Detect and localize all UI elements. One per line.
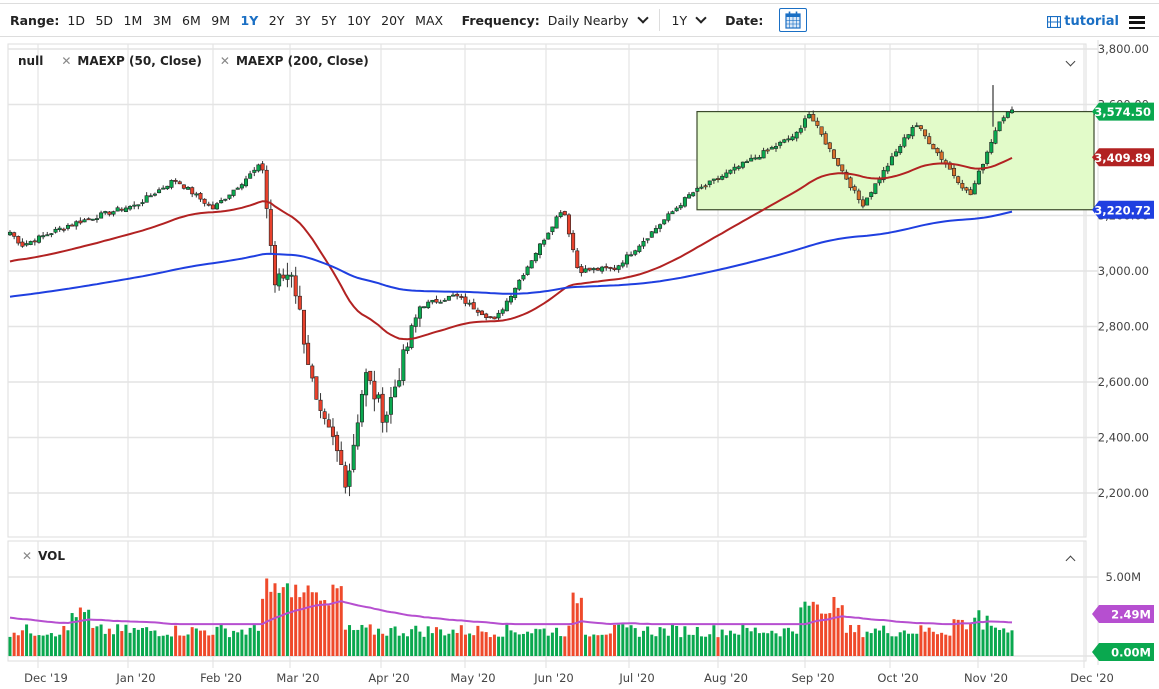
range-1y[interactable]: 1Y <box>240 12 259 28</box>
svg-text:2.49M: 2.49M <box>1111 608 1151 622</box>
toolbar: Range: 1D 5D 1M 3M 6M 9M 1Y 2Y 3Y 5Y 10Y 20Y MAX Fre… <box>0 3 1159 37</box>
frequency-value[interactable]: Daily Nearby <box>547 12 629 28</box>
range-10y[interactable]: 10Y <box>347 12 371 28</box>
y-tick-label: 2,600.00 <box>1098 375 1149 389</box>
period-value[interactable]: 1Y <box>671 12 688 28</box>
svg-text:3,220.72: 3,220.72 <box>1094 203 1151 217</box>
volume-legend: ✕ VOL <box>22 549 65 563</box>
volume-bars <box>8 578 1014 656</box>
range-max[interactable]: MAX <box>415 12 444 28</box>
y-tick-label: 2,400.00 <box>1098 431 1149 445</box>
x-tick-label: Jan '20 <box>115 671 155 685</box>
x-tick-label: Dec '19 <box>24 671 68 685</box>
range-5y[interactable]: 5Y <box>320 12 337 28</box>
price-tag-0: 3,574.50 <box>1092 102 1154 121</box>
volume-label: VOL <box>38 549 65 563</box>
tutorial-link[interactable]: tutorial <box>1047 14 1119 29</box>
frequency-label: Frequency: <box>461 12 540 28</box>
x-tick-label: Apr '20 <box>368 671 409 685</box>
x-tick-label: Aug '20 <box>704 671 748 685</box>
range-1m[interactable]: 1M <box>123 12 143 28</box>
main-panel <box>7 43 1087 538</box>
x-tick-label: Oct '20 <box>877 671 918 685</box>
period-selector[interactable]: 1Y <box>671 12 707 28</box>
range-2y[interactable]: 2Y <box>268 12 285 28</box>
legend-ma50[interactable]: ✕ MAEXP (50, Close) <box>61 54 202 68</box>
range-rectangle-annotation[interactable] <box>696 110 1095 211</box>
x-tick-label: Nov '20 <box>964 671 1008 685</box>
range-3y[interactable]: 3Y <box>294 12 311 28</box>
range-label: Range: <box>10 12 60 28</box>
volume-panel <box>7 540 1087 662</box>
volume-last-tag: 0.00M <box>1092 643 1154 661</box>
range-5d[interactable]: 5D <box>95 12 114 28</box>
close-icon[interactable]: ✕ <box>219 54 230 68</box>
close-icon[interactable]: ✕ <box>61 54 72 68</box>
candles <box>8 106 1014 497</box>
x-tick-label: Jun '20 <box>533 671 573 685</box>
chart-legend: null ✕ MAEXP (50, Close) ✕ MAEXP (200, Clo… <box>18 54 387 68</box>
ema-50-line <box>9 157 1013 341</box>
close-icon[interactable]: ✕ <box>22 549 33 563</box>
svg-text:3,409.89: 3,409.89 <box>1094 151 1151 165</box>
legend-ma200[interactable]: ✕ MAEXP (200, Close) <box>219 54 369 68</box>
x-tick-label: Jul '20 <box>618 671 654 685</box>
svg-text:3,574.50: 3,574.50 <box>1094 105 1151 119</box>
price-tag-1: 3,409.89 <box>1092 148 1154 167</box>
volume-ma-tag: 2.49M <box>1092 605 1154 623</box>
range-3m[interactable]: 3M <box>152 12 172 28</box>
range-9m[interactable]: 9M <box>211 12 231 28</box>
x-tick-label: Mar '20 <box>276 671 319 685</box>
svg-text:0.00M: 0.00M <box>1111 646 1151 660</box>
date-picker: Date: <box>725 8 808 32</box>
price-tag-2: 3,220.72 <box>1092 200 1154 219</box>
date-label: Date: <box>725 12 764 28</box>
tutorial-label[interactable]: tutorial <box>1064 14 1119 29</box>
legend-symbol: null <box>18 54 44 68</box>
frequency-selector[interactable]: Frequency: Daily Nearby <box>461 12 649 28</box>
x-tick-label: Feb '20 <box>200 671 242 685</box>
y-tick-label: 2,800.00 <box>1098 320 1149 334</box>
range-20y[interactable]: 20Y <box>381 12 405 28</box>
ema-200-line <box>9 210 1013 298</box>
range-1d[interactable]: 1D <box>67 12 85 28</box>
calendar-button[interactable] <box>779 8 808 32</box>
range-6m[interactable]: 6M <box>182 12 201 28</box>
range-selector: Range: 1D 5D 1M 3M 6M 9M 1Y 2Y 3Y 5Y 10Y 20Y MAX <box>0 13 454 28</box>
calendar-icon <box>785 11 801 29</box>
y-tick-label: 2,200.00 <box>1098 486 1149 500</box>
volume-ma-line <box>9 600 1013 626</box>
volume-tick-label: 5.00M <box>1105 570 1141 584</box>
x-tick-label: Dec '20 <box>1070 671 1114 685</box>
y-tick-label: 3,000.00 <box>1098 264 1149 278</box>
y-tick-label: 3,800.00 <box>1098 42 1149 56</box>
film-icon <box>1047 15 1062 28</box>
x-tick-label: May '20 <box>450 671 495 685</box>
x-tick-label: Sep '20 <box>791 671 834 685</box>
toolbar-divider <box>658 9 660 31</box>
hamburger-icon[interactable] <box>1129 16 1145 29</box>
